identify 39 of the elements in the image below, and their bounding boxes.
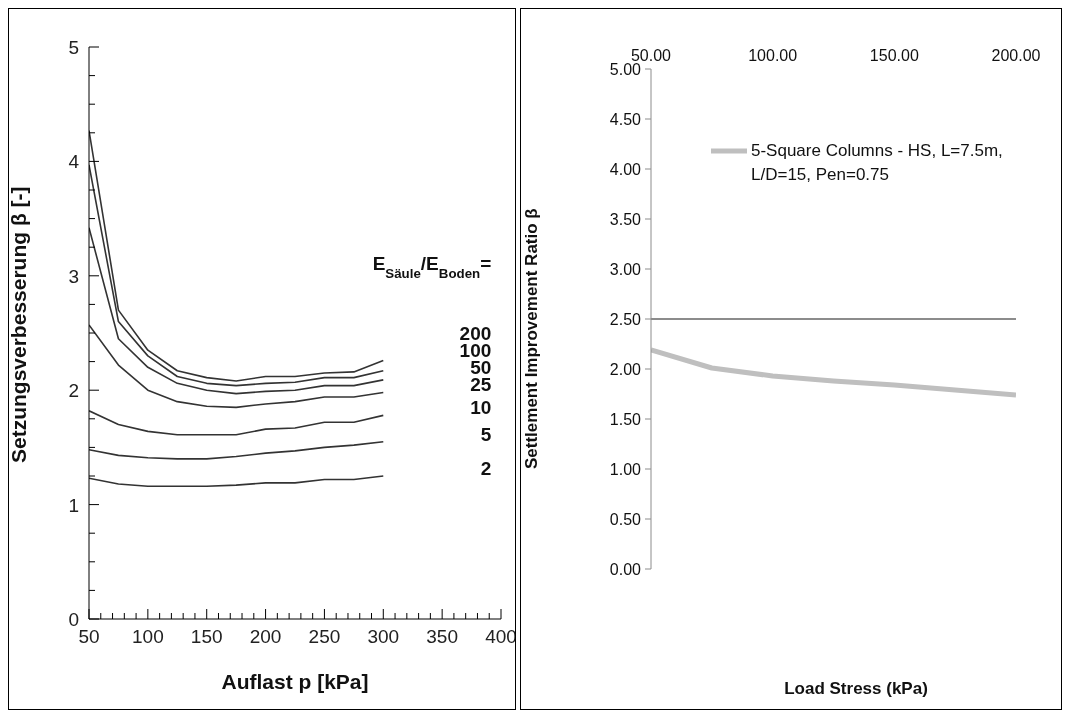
x-tick-label: 350 <box>426 626 458 647</box>
y-tick-label: 1.50 <box>609 410 642 428</box>
y-tick-label: 2.00 <box>609 360 642 378</box>
line-series <box>89 440 385 460</box>
y-axis-title: Setzungsverbesserung β [-] <box>7 186 31 463</box>
x2-tick-label: 150.00 <box>869 47 919 64</box>
legend-title: E$_{Säule}$/E$_{Boden}$= <box>372 253 492 281</box>
text: 2 <box>480 457 492 479</box>
y-tick-label: 0.50 <box>609 510 642 528</box>
y-tick-label: 4 <box>68 151 80 173</box>
x-tick-label: 100 <box>132 626 164 647</box>
text: 5 <box>480 423 492 445</box>
x-tick-label: 300 <box>367 626 400 647</box>
y-tick-label: 2 <box>68 380 79 402</box>
y-tick-label: 3.00 <box>609 260 642 278</box>
x-tick-label: 50 <box>78 626 100 647</box>
x2-tick-label: 200.00 <box>991 47 1041 64</box>
y-tick-label: 2.50 <box>609 310 642 328</box>
x-axis-title: Auflast p [kPa] <box>221 670 369 693</box>
y-tick-label: 0 <box>68 609 79 630</box>
y-tick-label: 0.00 <box>609 560 642 578</box>
line-series <box>89 409 385 436</box>
line-series <box>89 324 385 409</box>
x-tick-label: 150 <box>190 626 223 647</box>
text: 10 <box>470 397 492 419</box>
y-tick-label: 5 <box>68 37 79 58</box>
y-tick-label: 4.00 <box>609 160 642 178</box>
y-tick-label: 4.50 <box>609 110 642 128</box>
y-tick-label: 1.00 <box>609 460 642 478</box>
y-tick-label: 3 <box>68 265 79 287</box>
y-tick-label: 1 <box>68 494 79 516</box>
x-tick-label: 250 <box>308 626 341 647</box>
legend-label: 5-Square Columns - HS, L=7.5m, L/D=15, Pen=0.75 <box>751 140 1004 186</box>
x-axis-title: Load Stress (kPa) <box>783 679 929 699</box>
x2-tick-label: 100.00 <box>748 47 798 64</box>
y-tick-label: 3.50 <box>609 210 642 228</box>
y-axis-title: Settlement Improvement Ratio β <box>522 208 542 469</box>
x-tick-label: 200 <box>249 626 282 647</box>
line-series <box>89 475 385 488</box>
